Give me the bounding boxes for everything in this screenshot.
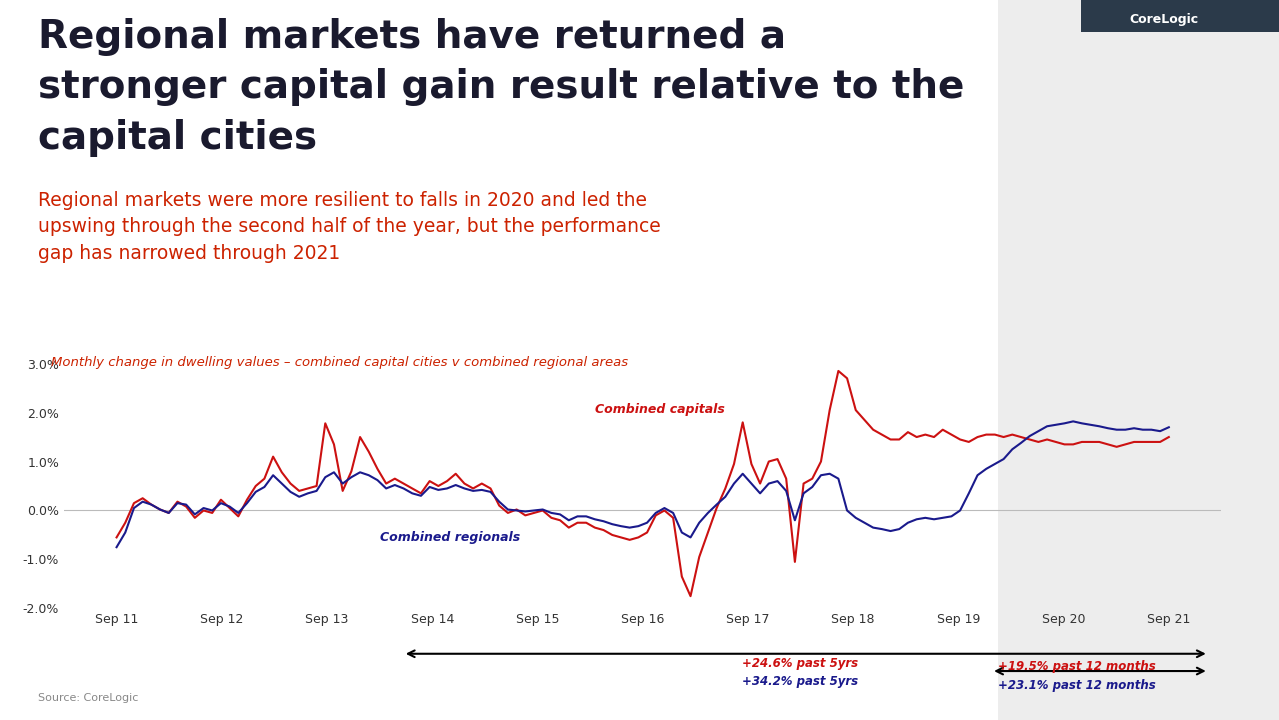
Text: Source: CoreLogic: Source: CoreLogic: [38, 693, 138, 703]
Text: Regional markets were more resilient to falls in 2020 and led the
upswing throug: Regional markets were more resilient to …: [38, 191, 661, 263]
Text: +34.2% past 5yrs: +34.2% past 5yrs: [742, 675, 858, 688]
Text: capital cities: capital cities: [38, 119, 317, 157]
Text: CoreLogic: CoreLogic: [1129, 13, 1198, 26]
Text: +24.6% past 5yrs: +24.6% past 5yrs: [742, 657, 858, 670]
Text: stronger capital gain result relative to the: stronger capital gain result relative to…: [38, 68, 964, 107]
Text: Combined capitals: Combined capitals: [595, 402, 725, 415]
Text: Regional markets have returned a: Regional markets have returned a: [38, 18, 787, 56]
Text: +23.1% past 12 months: +23.1% past 12 months: [998, 679, 1155, 692]
Text: Combined regionals: Combined regionals: [380, 531, 519, 544]
Text: +19.5% past 12 months: +19.5% past 12 months: [998, 660, 1155, 673]
Text: Monthly change in dwelling values – combined capital cities v combined regional : Monthly change in dwelling values – comb…: [51, 356, 628, 369]
